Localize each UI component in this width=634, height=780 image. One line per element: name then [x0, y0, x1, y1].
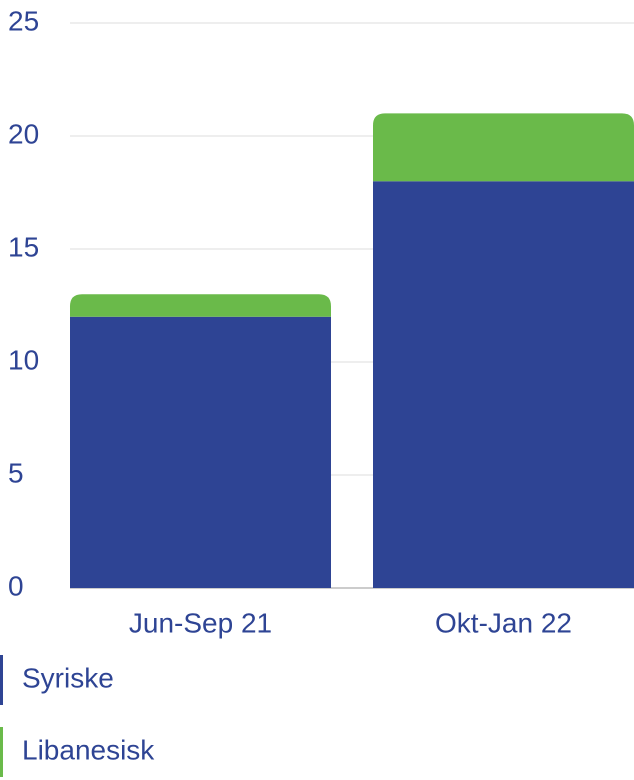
x-tick-label: Okt-Jan 22	[435, 607, 572, 638]
y-tick-label: 0	[8, 570, 24, 601]
y-tick-label: 25	[8, 5, 39, 36]
y-tick-label: 20	[8, 118, 39, 149]
legend-label: Libanesisk	[22, 734, 155, 765]
legend-swatch	[0, 655, 3, 705]
bar-segment	[70, 294, 331, 317]
y-tick-label: 15	[8, 231, 39, 262]
bar-segment	[373, 113, 634, 182]
bar-segment	[373, 181, 634, 588]
legend-label: Syriske	[22, 662, 114, 693]
legend-swatch	[0, 727, 3, 777]
y-tick-label: 10	[8, 344, 39, 375]
bar-segment	[70, 316, 331, 588]
x-tick-label: Jun-Sep 21	[129, 607, 272, 638]
y-tick-label: 5	[8, 457, 24, 488]
